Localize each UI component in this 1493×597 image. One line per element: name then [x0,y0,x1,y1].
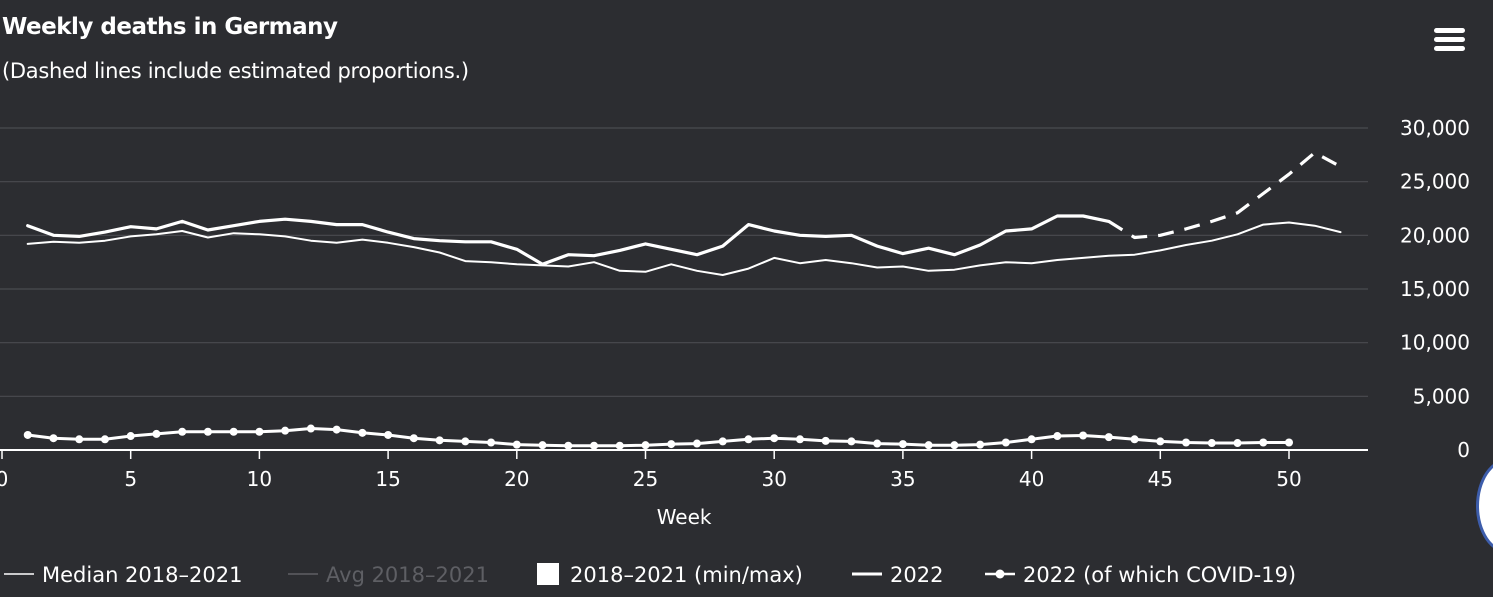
covid-point[interactable] [692,439,701,448]
chart-title: Weekly deaths in Germany [2,14,338,40]
covid-point[interactable] [590,441,599,450]
legend-item-3[interactable]: 2022 [852,563,943,587]
y-tick-label: 30,000 [1400,116,1470,140]
covid-point[interactable] [1001,438,1010,447]
x-tick-label: 15 [375,467,400,491]
covid-point[interactable] [1182,438,1191,447]
covid-point[interactable] [1027,435,1036,444]
x-tick-label: 5 [124,467,137,491]
covid-point[interactable] [924,441,933,450]
legend-symbol-dot [995,569,1005,579]
covid-point[interactable] [384,430,393,439]
y-tick-label: 20,000 [1400,223,1470,247]
covid-point[interactable] [1130,435,1139,444]
covid-point[interactable] [178,427,187,436]
covid-point[interactable] [435,436,444,445]
series-median-2018-2021 [26,221,1342,276]
covid-point[interactable] [409,434,418,443]
legend-item-0[interactable]: Median 2018–2021 [4,563,242,587]
covid-point[interactable] [821,436,830,445]
legend-label: Median 2018–2021 [42,563,242,587]
covid-point[interactable] [1104,433,1113,442]
covid-point[interactable] [1207,439,1216,448]
legend-label: 2022 [890,563,943,587]
x-tick-label: 30 [761,467,786,491]
covid-point[interactable] [976,440,985,449]
legend-label: Avg 2018–2021 [326,563,489,587]
x-tick-label: 0 [0,467,8,491]
legend-item-4[interactable]: 2022 (of which COVID-19) [985,563,1296,587]
covid-point[interactable] [1233,439,1242,448]
covid-point[interactable] [306,424,315,433]
x-tick-label: 45 [1148,467,1173,491]
x-tick-label: 50 [1276,467,1301,491]
covid-point[interactable] [461,437,470,446]
legend-item-2[interactable]: 2018–2021 (min/max) [537,563,803,587]
covid-point[interactable] [1156,437,1165,446]
x-axis-title: Week [657,505,712,529]
covid-point[interactable] [332,425,341,434]
covid-point[interactable] [641,441,650,450]
covid-point[interactable] [1259,438,1268,447]
series-2022-estimated [1107,151,1342,240]
legend-item-1[interactable]: Avg 2018–2021 [288,563,489,587]
y-tick-label: 15,000 [1400,277,1470,301]
legend-label: 2022 (of which COVID-19) [1023,563,1296,587]
covid-point[interactable] [23,430,32,439]
x-tick-label: 10 [247,467,272,491]
covid-point[interactable] [49,434,58,443]
covid-point[interactable] [1079,431,1088,440]
y-tick-label: 25,000 [1400,170,1470,194]
covid-point[interactable] [873,439,882,448]
covid-point[interactable] [847,437,856,446]
series-2022-of-which-covid-19 [26,427,1291,448]
chart-subtitle: (Dashed lines include estimated proporti… [2,59,469,83]
covid-point[interactable] [744,435,753,444]
covid-point[interactable] [538,441,547,450]
hamburger-menu-icon[interactable] [1432,26,1466,54]
covid-point[interactable] [615,441,624,450]
covid-point[interactable] [1285,438,1293,447]
x-tick-label: 35 [890,467,915,491]
covid-point[interactable] [100,435,109,444]
covid-point[interactable] [950,441,959,450]
series-2022 [26,214,1111,266]
covid-point[interactable] [203,427,212,436]
covid-point[interactable] [487,438,496,447]
covid-point[interactable] [512,440,521,449]
legend-label: 2018–2021 (min/max) [570,563,803,587]
covid-point[interactable] [795,435,804,444]
legend-symbol-square [537,563,559,585]
y-tick-label: 0 [1457,438,1470,462]
x-tick-label: 20 [504,467,529,491]
covid-point[interactable] [126,432,135,441]
covid-point[interactable] [255,427,264,436]
covid-point[interactable] [898,440,907,449]
x-tick-label: 40 [1019,467,1044,491]
covid-point[interactable] [718,437,727,446]
covid-point[interactable] [358,428,367,437]
covid-point[interactable] [152,429,161,438]
covid-point[interactable] [564,441,573,450]
covid-point[interactable] [75,435,84,444]
covid-point[interactable] [229,427,238,436]
covid-point[interactable] [1053,432,1062,441]
y-tick-label: 10,000 [1400,331,1470,355]
y-tick-label: 5,000 [1413,384,1470,408]
covid-point[interactable] [281,426,290,435]
x-tick-label: 25 [633,467,658,491]
covid-point[interactable] [770,434,779,443]
covid-point[interactable] [667,440,676,449]
